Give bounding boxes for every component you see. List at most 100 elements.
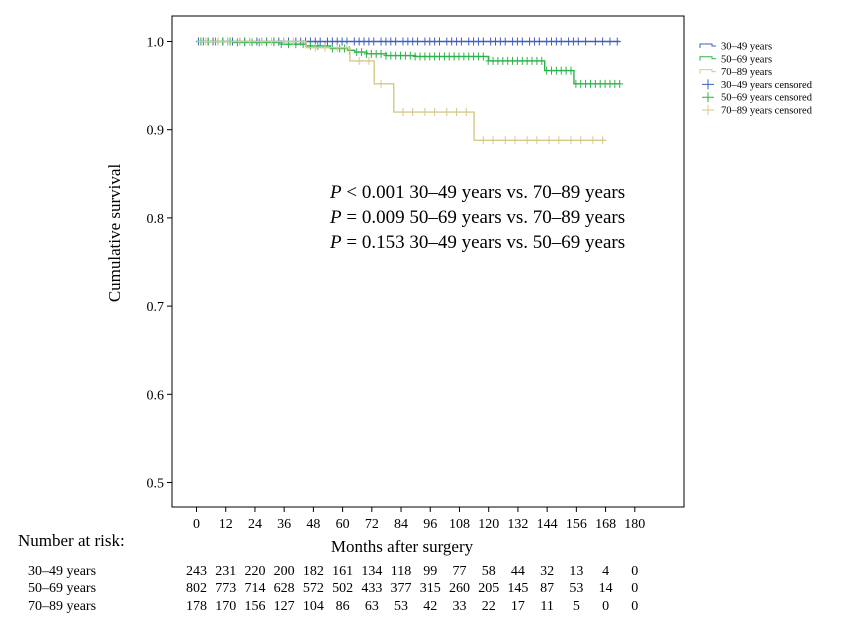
censor-mark [415,37,422,46]
legend-label: 30–49 years [721,42,772,53]
series-1 [196,37,624,88]
risk-count: 182 [303,564,324,579]
censor-mark [524,136,531,145]
risk-count: 87 [540,581,554,596]
x-tick-label: 12 [219,517,233,532]
x-tick-label: 24 [248,517,262,532]
risk-count: 205 [478,581,499,596]
censor-mark [315,41,322,50]
censor-mark [458,37,465,46]
risk-count: 63 [365,599,379,614]
x-tick-label: 36 [277,517,291,532]
risk-count: 161 [332,564,353,579]
risk-count: 53 [569,581,583,596]
risk-count: 714 [244,581,265,596]
risk-count: 42 [423,599,437,614]
p-value-annotation: P = 0.153 30–49 years vs. 50–69 years [329,232,625,253]
risk-count: 802 [186,581,207,596]
censor-mark [317,37,324,46]
censor-mark [422,108,429,117]
risk-count: 156 [244,599,265,614]
legend-label: 50–69 years censored [721,93,813,104]
risk-count: 231 [215,564,236,579]
x-tick-label: 120 [478,517,499,532]
censor-mark [463,108,470,117]
censor-mark [556,136,563,145]
risk-count: 77 [452,564,466,579]
censor-mark [329,44,336,53]
y-tick-label: 0.8 [147,212,165,227]
x-tick-label: 60 [336,517,350,532]
risk-count: 33 [452,599,466,614]
risk-count: 502 [332,581,353,596]
censor-mark [215,37,222,46]
censor-mark [480,136,487,145]
censor-mark [400,108,407,117]
risk-count: 0 [602,599,609,614]
y-axis-title: Cumulative survival [105,164,124,303]
risk-count: 0 [631,581,638,596]
legend-label: 70–89 years censored [721,106,813,117]
censor-mark [536,37,543,46]
censor-mark [568,136,575,145]
legend-swatch [702,92,714,103]
censor-mark [444,108,451,117]
censor-mark [247,37,254,46]
risk-count: 433 [361,581,382,596]
plot-frame [171,15,685,508]
censor-mark [583,37,590,46]
x-tick-label: 132 [507,517,528,532]
risk-count: 5 [573,599,580,614]
legend-swatch [699,43,716,48]
censor-mark [546,136,553,145]
x-tick-label: 72 [365,517,379,532]
legend-swatch [702,105,714,115]
censor-mark [534,136,541,145]
legend-item: 50–69 years censored [702,92,813,104]
x-tick-label: 0 [193,517,200,532]
risk-count: 260 [449,581,470,596]
risk-count: 170 [215,599,236,614]
p-value-annotation: P = 0.009 50–69 years vs. 70–89 years [329,207,625,228]
risk-count: 178 [186,599,207,614]
censor-mark [607,37,614,46]
risk-count: 377 [391,581,412,596]
risk-count: 11 [540,599,553,614]
censor-mark [249,38,256,47]
censor-mark [259,37,266,46]
legend-item: 30–49 years censored [702,79,813,91]
risk-count: 4 [602,564,609,579]
risk-count: 53 [394,599,408,614]
risk-count: 17 [511,599,525,614]
risk-row: 50–69 years 802 773 714 628 572 502 433 377 315 26… [28,581,638,596]
x-tick-label: 108 [449,517,470,532]
legend-label: 30–49 years censored [721,80,813,91]
censor-mark [312,43,319,52]
censor-mark [437,37,443,46]
censor-mark [203,37,210,46]
x-tick-label: 96 [423,517,437,532]
censor-mark [371,37,378,46]
survival-curve [196,40,621,85]
x-tick-label: 84 [394,517,408,532]
x-tick-label: 156 [566,517,587,532]
censor-mark [592,37,599,46]
censor-mark [264,38,271,47]
risk-count: 99 [423,564,437,579]
x-tick-label: 168 [595,517,616,532]
censor-mark [575,37,582,46]
legend-swatch [702,79,714,90]
risk-count: 13 [569,564,583,579]
censor-mark [539,56,546,65]
censor-mark [502,37,509,46]
censor-mark [558,37,565,46]
risk-count: 44 [511,564,525,579]
censor-mark [307,41,314,50]
y-tick-label: 1.0 [147,36,165,51]
annotation-layer: P < 0.001 30–49 years vs. 70–89 years P =… [329,182,625,253]
risk-count: 22 [482,599,496,614]
legend-item: 70–89 years [699,67,772,78]
censor-mark [519,37,526,46]
risk-count: 14 [599,581,613,596]
